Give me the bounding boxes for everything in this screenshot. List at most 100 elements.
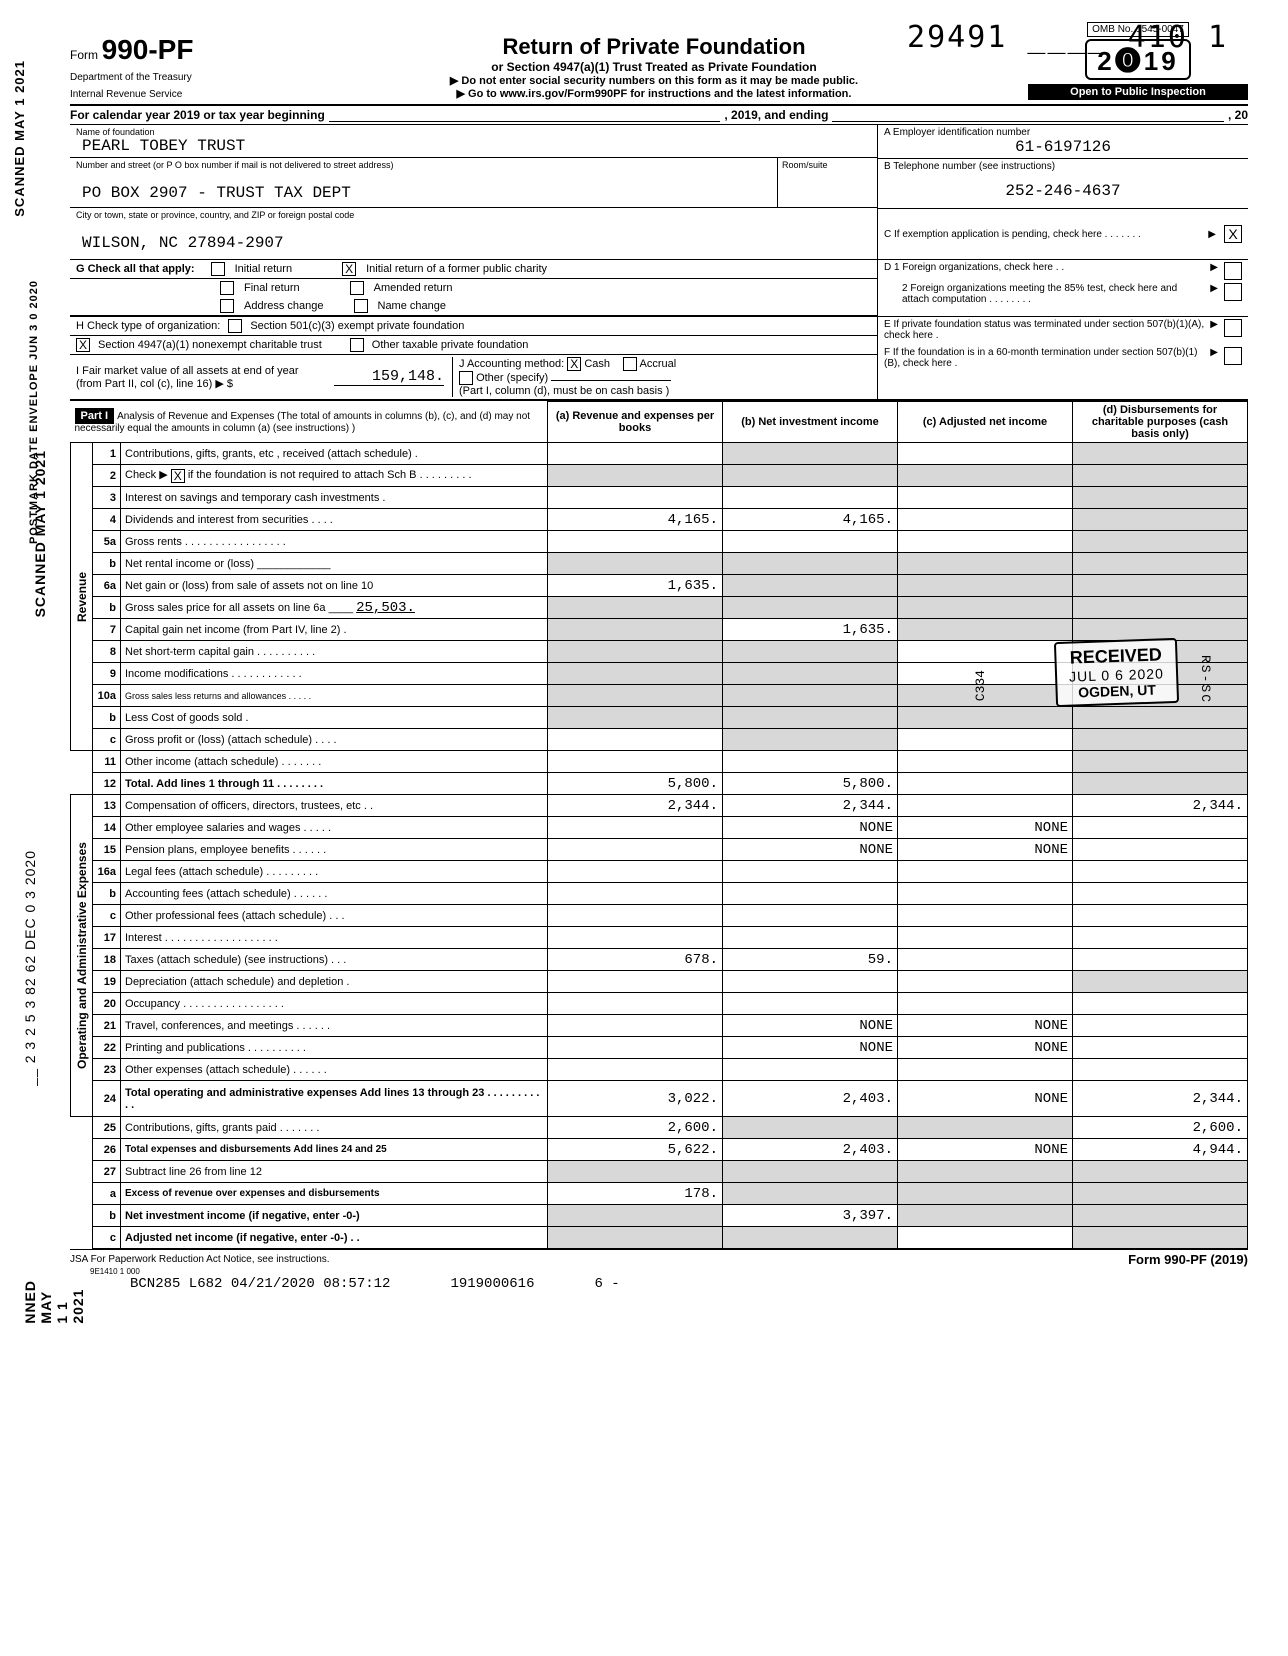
bcn-line: BCN285 L682 04/21/2020 08:57:12 19190006… <box>70 1276 1248 1292</box>
g-final-checkbox[interactable] <box>220 281 234 295</box>
side-stamp-bottom: NNED MAY 1 1 2021 <box>22 1280 86 1324</box>
h-501c3-checkbox[interactable] <box>228 319 242 333</box>
d1-row: D 1 Foreign organizations, check here . … <box>884 262 1242 280</box>
amt: 178. <box>548 1183 723 1205</box>
line-num: 11 <box>93 751 121 773</box>
g-final: Final return <box>244 282 300 294</box>
amt: NONE <box>898 817 1073 839</box>
g-namechg-checkbox[interactable] <box>354 299 368 313</box>
line-num: 12 <box>93 773 121 795</box>
line-desc: Gross profit or (loss) (attach schedule)… <box>121 729 548 751</box>
amt: 1,635. <box>548 575 723 597</box>
address-value: PO BOX 2907 - TRUST TAX DEPT <box>76 184 871 202</box>
city-label: City or town, state or province, country… <box>76 210 871 220</box>
amt: 2,403. <box>723 1081 898 1117</box>
h-501c3: Section 501(c)(3) exempt private foundat… <box>250 320 464 332</box>
d2-label: 2 Foreign organizations meeting the 85% … <box>884 283 1206 305</box>
line-num: 4 <box>93 509 121 531</box>
g-label: G Check all that apply: <box>76 263 195 275</box>
exemption-pending-cell: C If exemption application is pending, c… <box>878 209 1248 259</box>
side-stamp-scanned-2: SCANNED MAY 1 2021 <box>32 450 48 617</box>
arrow-icon <box>1210 262 1220 273</box>
amt: 2,600. <box>1073 1117 1248 1139</box>
g-addrchg-checkbox[interactable] <box>220 299 234 313</box>
f-checkbox[interactable] <box>1224 347 1242 365</box>
amt: NONE <box>898 1015 1073 1037</box>
rs-sc-stamp: RS-SC <box>1198 655 1213 704</box>
j-label: J Accounting method: <box>459 358 564 370</box>
amt: NONE <box>898 1139 1073 1161</box>
line-desc: Net short-term capital gain . . . . . . … <box>121 641 548 663</box>
form-footer: Form 990-PF (2019) <box>1128 1252 1248 1267</box>
ein-label: A Employer identification number <box>884 127 1030 138</box>
line-desc: Adjusted net income (if negative, enter … <box>121 1227 548 1249</box>
received-stamp: RECEIVED JUL 0 6 2020 OGDEN, UT <box>1054 638 1179 707</box>
side-stamp-scanned: SCANNED MAY 1 2021 <box>12 60 27 217</box>
line-num: 2 <box>93 465 121 487</box>
amt: 4,165. <box>548 509 723 531</box>
h-4947: Section 4947(a)(1) nonexempt charitable … <box>98 339 322 351</box>
footer-row: JSA For Paperwork Reduction Act Notice, … <box>70 1249 1248 1267</box>
form-number-text: 990-PF <box>102 34 194 65</box>
line-num: 13 <box>93 795 121 817</box>
h-other: Other taxable private foundation <box>372 339 529 351</box>
revenue-side-label: Revenue <box>71 443 93 751</box>
amt: 5,800. <box>723 773 898 795</box>
amt: 2,344. <box>548 795 723 817</box>
line-num: 18 <box>93 949 121 971</box>
e-checkbox[interactable] <box>1224 319 1242 337</box>
d2-checkbox[interactable] <box>1224 283 1242 301</box>
amt: 2,344. <box>1073 1081 1248 1117</box>
ein-cell: A Employer identification number 61-6197… <box>878 125 1248 159</box>
h-other-checkbox[interactable] <box>350 338 364 352</box>
line-desc: Interest on savings and temporary cash i… <box>121 487 548 509</box>
j-accrual-checkbox[interactable] <box>623 357 637 371</box>
foundation-name-label: Name of foundation <box>76 127 871 137</box>
schb-checkbox[interactable]: X <box>171 469 185 483</box>
side-stamp-date2: __ 2 3 2 5 3 82 62 DEC 0 3 2020 <box>22 850 38 1086</box>
line-desc: Total operating and administrative expen… <box>121 1081 548 1117</box>
amt: NONE <box>723 1037 898 1059</box>
e-label: E If private foundation status was termi… <box>884 319 1206 341</box>
line-num: 24 <box>93 1081 121 1117</box>
d2-row: 2 Foreign organizations meeting the 85% … <box>884 283 1242 305</box>
arrow-icon <box>1208 229 1218 240</box>
g-former-checkbox[interactable]: X <box>342 262 356 276</box>
amt: 3,022. <box>548 1081 723 1117</box>
d1-checkbox[interactable] <box>1224 262 1242 280</box>
h-4947-checkbox[interactable]: X <box>76 338 90 352</box>
j-accrual: Accrual <box>640 358 677 370</box>
part1-label: Part I <box>75 408 115 424</box>
cal-a: For calendar year 2019 or tax year begin… <box>70 108 325 122</box>
g-initial-checkbox[interactable] <box>211 262 225 276</box>
g-former: Initial return of a former public charit… <box>366 263 547 275</box>
j-note: (Part I, column (d), must be on cash bas… <box>459 385 669 397</box>
line-desc: Total expenses and disbursements Add lin… <box>121 1139 548 1161</box>
expenses-side-label: Operating and Administrative Expenses <box>71 795 93 1117</box>
c-checkbox[interactable]: X <box>1224 225 1242 243</box>
g-amended-checkbox[interactable] <box>350 281 364 295</box>
h-row: H Check type of organization: Section 50… <box>70 317 877 336</box>
line-desc: Excess of revenue over expenses and disb… <box>121 1183 548 1205</box>
line-desc: Gross sales price for all assets on line… <box>121 597 548 619</box>
jsa-notice: JSA For Paperwork Reduction Act Notice, … <box>70 1254 330 1265</box>
j-cash-checkbox[interactable]: X <box>567 357 581 371</box>
line-num: 1 <box>93 443 121 465</box>
col-a-header: (a) Revenue and expenses per books <box>548 402 723 443</box>
line-desc: Contributions, gifts, grants paid . . . … <box>121 1117 548 1139</box>
gross-sales-price: 25,503. <box>356 600 415 616</box>
foundation-name: PEARL TOBEY TRUST <box>76 137 871 155</box>
line-num: c <box>93 905 121 927</box>
line-desc: Compensation of officers, directors, tru… <box>121 795 548 817</box>
amt: NONE <box>723 1015 898 1037</box>
g-check-row1: G Check all that apply: Initial return X… <box>70 260 877 279</box>
line-num: 10a <box>93 685 121 707</box>
j-other-checkbox[interactable] <box>459 371 473 385</box>
line-num: 23 <box>93 1059 121 1081</box>
f-row: F If the foundation is in a 60-month ter… <box>884 347 1242 369</box>
h-label: H Check type of organization: <box>76 320 220 332</box>
form-word: Form <box>70 48 98 62</box>
amt: 2,600. <box>548 1117 723 1139</box>
line-desc: Other income (attach schedule) . . . . .… <box>121 751 548 773</box>
line-desc: Legal fees (attach schedule) . . . . . .… <box>121 861 548 883</box>
